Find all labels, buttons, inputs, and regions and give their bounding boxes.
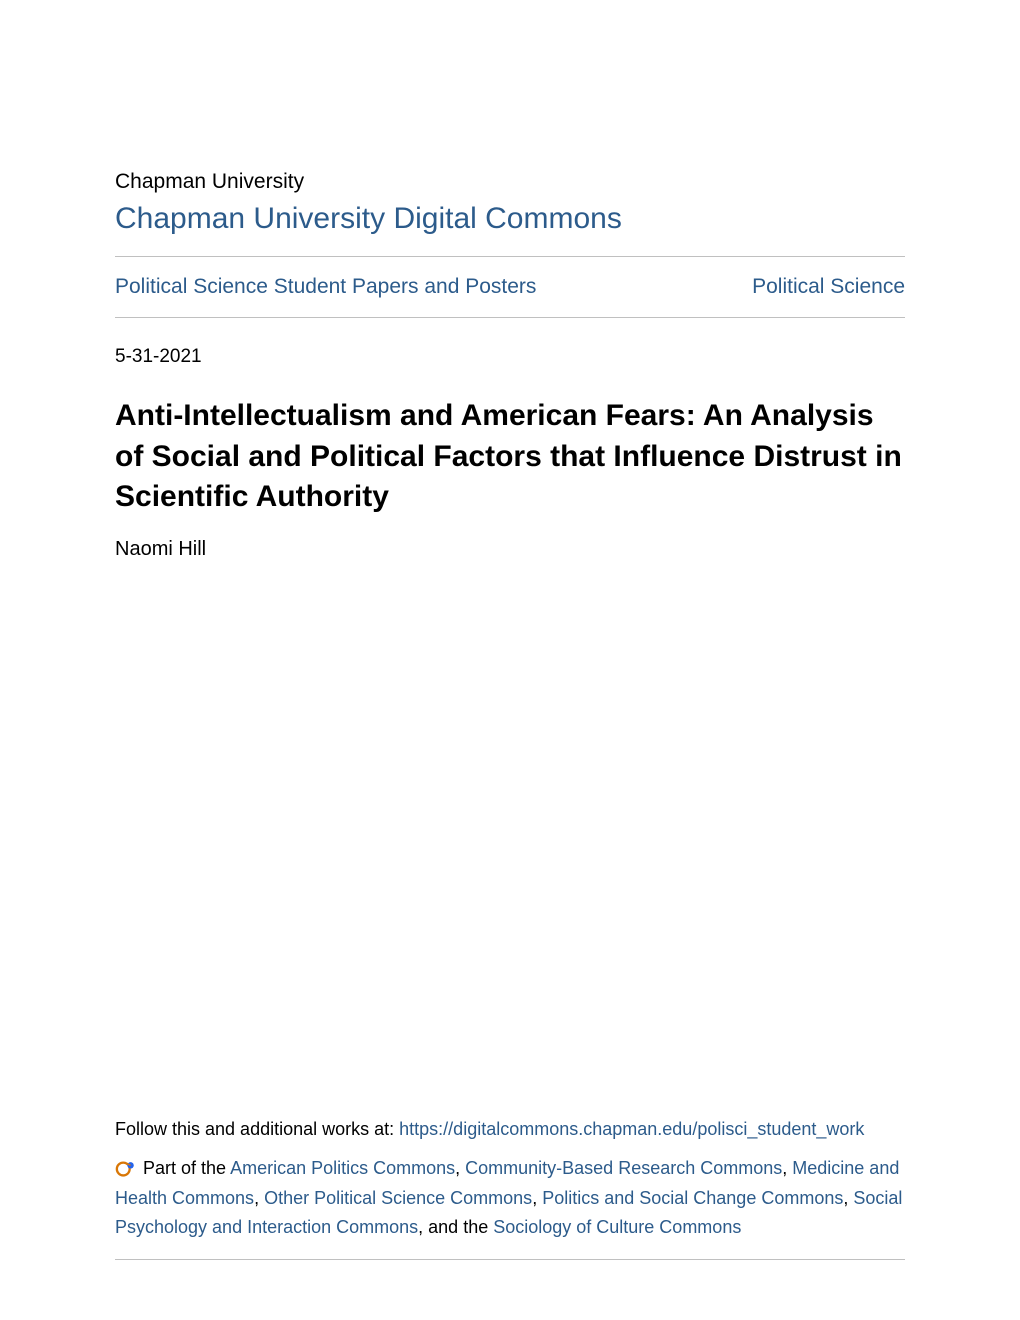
follow-url-link[interactable]: https://digitalcommons.chapman.edu/polis… — [399, 1119, 864, 1139]
paper-title: Anti-Intellectualism and American Fears:… — [115, 396, 905, 518]
sep: , — [455, 1158, 465, 1178]
repository-title-link[interactable]: Chapman University Digital Commons — [115, 202, 905, 236]
sep: , — [782, 1158, 792, 1178]
follow-line: Follow this and additional works at: htt… — [115, 1119, 905, 1140]
sep: , — [254, 1188, 264, 1208]
commons-link-1[interactable]: Community-Based Research Commons — [465, 1158, 782, 1178]
partof-line: Part of the American Politics Commons, C… — [115, 1154, 905, 1243]
breadcrumb-department-link[interactable]: Political Science — [752, 275, 905, 299]
sep: , — [843, 1188, 853, 1208]
breadcrumb-collection-link[interactable]: Political Science Student Papers and Pos… — [115, 275, 536, 299]
commons-link-3[interactable]: Other Political Science Commons — [264, 1188, 532, 1208]
author-name: Naomi Hill — [115, 538, 905, 561]
divider-bottom — [115, 317, 905, 318]
footer-divider — [115, 1259, 905, 1260]
vertical-spacer — [115, 561, 905, 1119]
page-container: Chapman University Chapman University Di… — [0, 0, 1020, 1320]
footer-block: Follow this and additional works at: htt… — [115, 1119, 905, 1260]
header-block: Chapman University Chapman University Di… — [115, 170, 905, 318]
commons-link-6[interactable]: Sociology of Culture Commons — [493, 1217, 741, 1237]
commons-link-0[interactable]: American Politics Commons — [230, 1158, 455, 1178]
partof-prefix: Part of the — [143, 1158, 230, 1178]
network-globe-icon — [115, 1158, 137, 1180]
sep: , — [532, 1188, 542, 1208]
commons-link-4[interactable]: Politics and Social Change Commons — [542, 1188, 843, 1208]
breadcrumb-row: Political Science Student Papers and Pos… — [115, 257, 905, 317]
and-the: , and the — [418, 1217, 493, 1237]
institution-name: Chapman University — [115, 170, 905, 194]
publication-date: 5-31-2021 — [115, 346, 905, 368]
follow-prefix: Follow this and additional works at: — [115, 1119, 399, 1139]
